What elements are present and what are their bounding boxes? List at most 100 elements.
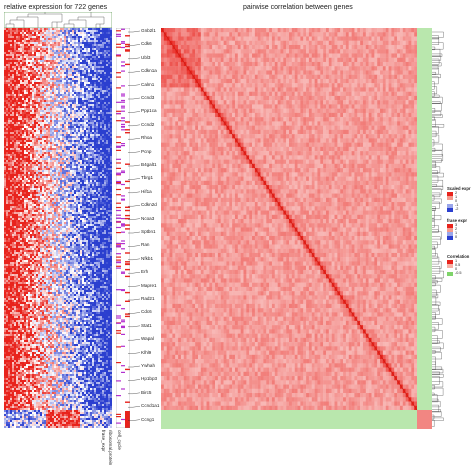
legend-tick: 0 <box>455 199 458 203</box>
gene-label-connector <box>128 218 140 220</box>
gene-label-connector <box>128 285 140 287</box>
gene-label: Cdc6 <box>141 309 152 315</box>
expression-heatmap <box>4 28 112 428</box>
gene-label: Wapal <box>141 336 154 342</box>
gene-label: Cdkn2d <box>141 202 157 208</box>
legend-title: Scaled expr <box>447 186 471 191</box>
gene-label-connector <box>128 124 140 126</box>
gene-label: Nfkb1 <box>141 255 154 261</box>
column-dendrogram <box>4 12 112 28</box>
legend-swatch <box>447 268 453 272</box>
gene-label: Erh <box>141 269 149 275</box>
gene-label-connector <box>128 57 140 59</box>
gene-label: Ran <box>141 242 150 248</box>
legend-title: frase expr <box>447 218 468 223</box>
correlation-heatmap-title: pairwise correlation between genes <box>243 4 353 11</box>
legend-title: Correlation <box>447 254 470 259</box>
gene-label-connector <box>128 178 140 180</box>
gene-label: B4galt1 <box>141 162 157 167</box>
gene-label: Ncoa3 <box>141 215 155 221</box>
gene-label: Rhoa <box>141 135 152 141</box>
legend-color-bar <box>447 192 453 212</box>
gene-label-connector <box>128 231 140 234</box>
gene-label-connector <box>128 379 140 381</box>
legend-tick: 0 <box>455 235 458 239</box>
gene-label-connector <box>128 164 140 167</box>
row-dendrogram <box>432 31 445 427</box>
gene-label: Rad21 <box>141 296 155 301</box>
gene-label-connectors <box>128 30 140 421</box>
gene-label: Klhl9 <box>141 349 152 355</box>
gene-label-connector <box>128 406 140 408</box>
gene-label-connector <box>128 44 140 46</box>
gene-label: Tbrg1 <box>141 175 154 181</box>
gene-label-connector <box>128 352 140 354</box>
gene-label: Ccnd2 <box>141 121 155 127</box>
column-label-frase-expr: frase_expr <box>101 430 106 452</box>
gene-label-connector <box>128 298 140 301</box>
legend-tick: -0.5 <box>455 271 462 275</box>
legend-color-bar <box>447 224 453 240</box>
legend-tick: 2 <box>455 191 458 195</box>
legend-tick: 2 <box>455 227 458 231</box>
legend-tick: 1 <box>455 259 458 263</box>
legend-swatch <box>447 232 453 236</box>
gene-label-connector <box>128 97 140 100</box>
legend-color-bar <box>447 260 453 276</box>
legend-swatch <box>447 200 453 204</box>
gene-label: Ppp1ca <box>141 108 157 114</box>
gene-label: Ccnd1a1 <box>141 403 160 409</box>
gene-label: Ubl3 <box>141 54 151 60</box>
gene-label-connector <box>128 339 140 341</box>
gene-label: Birc5 <box>141 389 152 395</box>
gene-label-connector <box>128 312 140 314</box>
gene-label: Cdk6 <box>141 41 152 47</box>
gene-label: Gnb2l1 <box>141 28 156 33</box>
legend-swatch <box>447 192 453 196</box>
gene-label: Hp1bp3 <box>141 376 158 382</box>
legend-swatch <box>447 196 453 200</box>
gene-label: Mapre1 <box>141 282 157 288</box>
gene-label: Calm1 <box>141 81 155 87</box>
legend-tick: -2 <box>455 207 459 211</box>
gene-label-connector <box>128 272 140 274</box>
gene-label: Stat1 <box>141 322 152 328</box>
gene-label-connector <box>128 191 140 193</box>
legend-tick: 0.5 <box>455 263 461 267</box>
gene-label-connector <box>128 258 140 260</box>
gene-label-connector <box>128 71 140 73</box>
gene-label-connector <box>128 245 140 247</box>
column-label-ribosomal-protein: ribosomal.protein <box>108 430 113 466</box>
gene-label-connector <box>128 151 140 153</box>
gene-label: Ywhah <box>141 363 156 368</box>
gene-label-connector <box>128 365 140 368</box>
gene-label-connector <box>128 392 140 394</box>
legend-swatch <box>447 236 453 240</box>
legend-swatch <box>447 260 453 264</box>
legend-tick: -1 <box>455 203 459 207</box>
legend-swatch <box>447 224 453 228</box>
expression-heatmap-title: relative expression for 722 genes <box>4 4 108 11</box>
gene-annotation-strip <box>116 28 130 428</box>
legend-swatch <box>447 272 453 276</box>
gene-label-connector <box>128 325 140 327</box>
gene-label: Ccnd3 <box>141 95 155 100</box>
legend-tick: 3 <box>455 223 458 227</box>
legend-swatch <box>447 204 453 208</box>
gene-label: Sptbn1 <box>141 229 156 234</box>
gene-label: Hif1a <box>141 188 152 194</box>
gene-label-connector <box>128 111 140 113</box>
legend-tick: 0 <box>455 267 458 271</box>
gene-label-connector <box>128 84 140 86</box>
gene-label-connector <box>128 138 140 140</box>
gene-label: Ccng1 <box>141 416 155 422</box>
legend-swatch <box>447 208 453 212</box>
gene-label: Pcnp <box>141 148 152 154</box>
gene-label-connector <box>128 205 140 207</box>
legend-swatch <box>447 228 453 232</box>
gene-label-connector <box>128 30 140 33</box>
correlation-heatmap <box>161 28 432 429</box>
legend-tick: 1 <box>455 195 458 199</box>
gene-label-connector <box>128 419 140 421</box>
column-label-cell-cycle: cell_cycle <box>117 430 122 450</box>
